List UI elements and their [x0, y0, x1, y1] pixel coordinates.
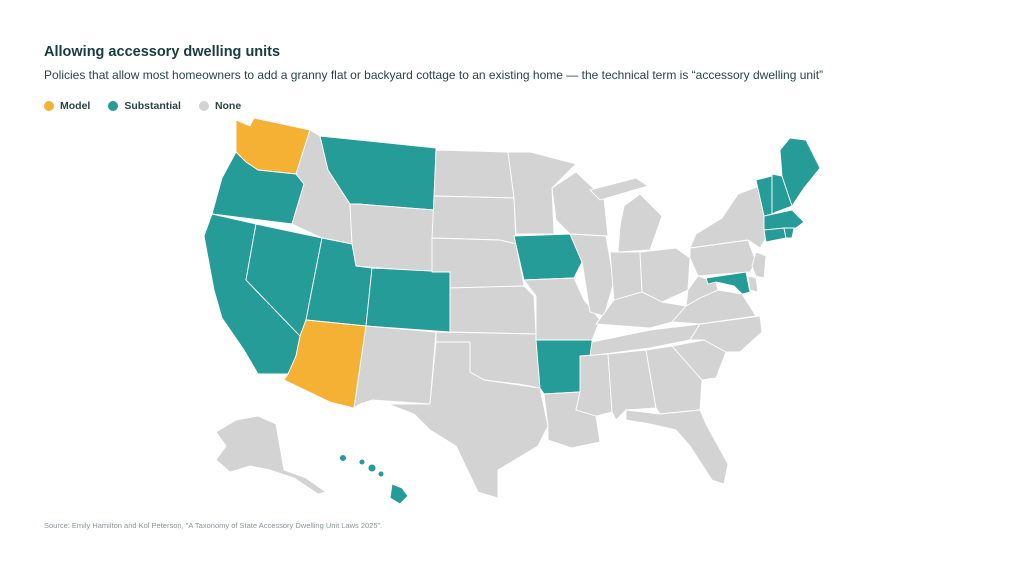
- state-ny: [689, 185, 769, 249]
- state-de: [747, 275, 759, 293]
- state-ri: [783, 227, 795, 239]
- legend-swatch-model: [44, 101, 54, 111]
- state-nd: [433, 149, 515, 199]
- state-mn: [507, 151, 577, 235]
- legend: Model Substantial None: [44, 100, 241, 112]
- state-md: [705, 271, 751, 295]
- state-hi: [339, 454, 409, 505]
- legend-item-substantial: Substantial: [108, 100, 181, 112]
- state-sc: [671, 339, 727, 381]
- state-nm: [353, 325, 437, 409]
- legend-swatch-none: [198, 101, 209, 111]
- state-co: [365, 267, 451, 333]
- state-me: [779, 137, 821, 207]
- state-ms: [575, 353, 613, 417]
- legend-label-model: Model: [60, 100, 91, 112]
- state-ia: [513, 233, 583, 281]
- state-ak: [215, 415, 327, 495]
- legend-label-substantial: Substantial: [124, 100, 181, 112]
- state-nh: [771, 173, 793, 215]
- source-note: Source: Emily Hamilton and Kol Peterson,…: [44, 521, 383, 530]
- state-in: [609, 251, 643, 301]
- map-subtitle: Policies that allow most homeowners to a…: [44, 68, 824, 82]
- state-ks: [449, 285, 537, 335]
- state-sd: [431, 195, 517, 245]
- state-ma: [763, 209, 805, 231]
- legend-item-model: Model: [44, 100, 90, 112]
- map-title: Allowing accessory dwelling units: [44, 44, 281, 60]
- legend-label-none: None: [214, 100, 242, 112]
- state-nj: [751, 251, 767, 279]
- legend-item-none: None: [198, 100, 242, 112]
- state-mi: [589, 177, 663, 253]
- state-fl: [625, 409, 729, 485]
- state-wi: [551, 171, 609, 237]
- state-wy: [349, 203, 435, 273]
- state-ct: [763, 227, 787, 243]
- legend-swatch-substantial: [108, 101, 119, 111]
- state-mo: [523, 277, 601, 341]
- state-ky: [595, 291, 687, 329]
- state-oh: [639, 247, 691, 303]
- state-tx: [387, 341, 549, 499]
